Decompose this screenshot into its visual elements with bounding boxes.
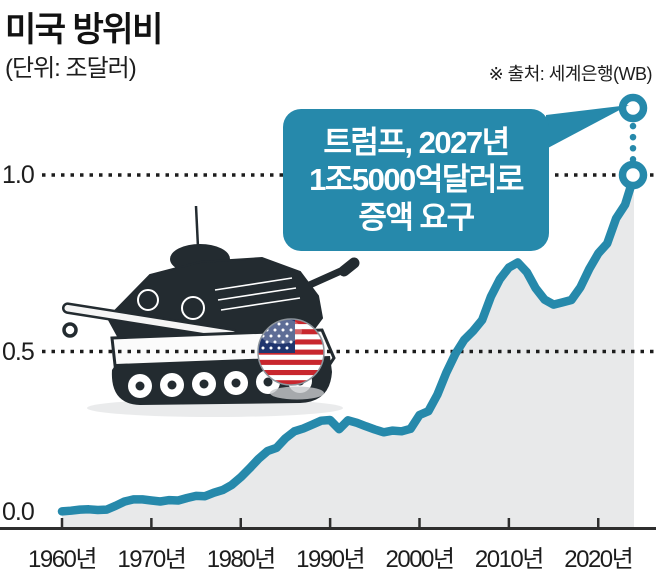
area-fill [62,176,634,528]
tank-tow-ring [62,322,78,338]
callout-tail [546,105,629,149]
x-axis-label: 1970년 [117,546,186,573]
x-axis-label: 1960년 [28,546,97,573]
annotation-markers [546,93,648,190]
trend-line [57,171,639,516]
flag-rim [257,318,325,386]
callout-amount: 1조5000 [309,162,416,198]
tank-fan-cover [137,289,159,311]
tank-engine-grille [214,277,301,311]
y-axis-label: 0.5 [2,337,35,366]
x-axis-label: 1990년 [296,546,365,573]
callout-line2: 1조5000억달러로 [309,162,524,198]
page-title: 미국 방위비 [5,11,163,49]
source-note: ※ 출처: 세계은행(WB) [488,64,653,84]
x-axis-label: 2020년 [564,546,633,573]
callout-line1: 트럼프, 2027년 [323,125,510,161]
flag-shadow [270,386,324,400]
x-axis-label: 2000년 [385,546,455,573]
tank-fan-cover [181,296,205,320]
y-axis-label: 0.0 [2,498,35,526]
unit-label: (단위: 조달러) [5,55,137,82]
x-axis-label: 1980년 [206,546,276,573]
x-axis-label: 2010년 [474,546,544,573]
y-axis-label: 1.0 [2,161,35,189]
target-value-marker [618,93,648,123]
callout-line3: 증액 요구 [358,199,475,235]
current-value-marker [618,160,648,190]
tank-muzzle [338,257,360,277]
callout-bubble: 트럼프, 2027년 1조5000억달러로 증액 요구 [283,109,549,251]
